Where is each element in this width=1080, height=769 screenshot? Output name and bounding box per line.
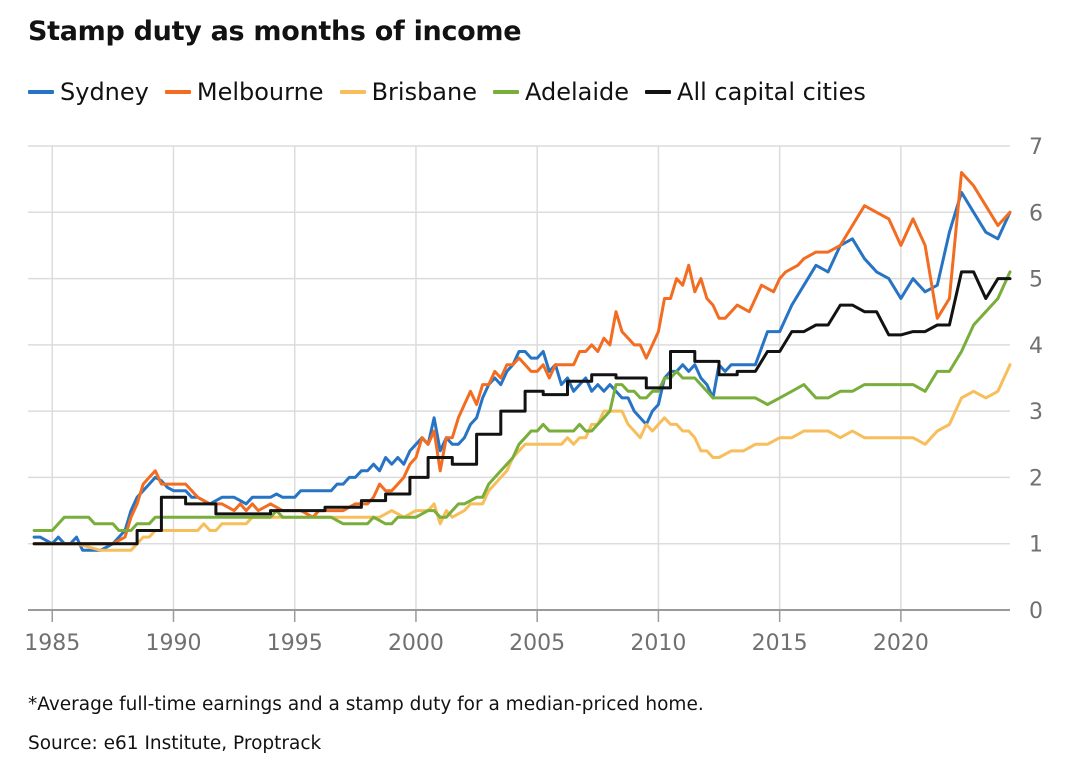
legend-swatch [28,90,54,94]
x-tick-label: 1995 [267,631,323,650]
y-axis-ticks: 0 1 2 3 4 5 6 7 [1029,135,1043,624]
y-tick-label: 0 [1029,599,1043,624]
series-line-melbourne [32,171,1012,546]
line-chart: 1985 1990 1995 2000 2005 2010 2015 2020 0 1 2 3 4 5 6… [24,135,1043,650]
grid-lines [28,145,1010,610]
y-tick-label: 6 [1029,201,1043,226]
x-tick-label: 1985 [24,631,80,650]
x-tick-label: 2015 [752,631,808,650]
series-lines [32,171,1012,552]
chart-legend: Sydney Melbourne Brisbane Adelaide All capit… [28,78,882,106]
y-tick-label: 7 [1029,135,1043,160]
legend-item-sydney: Sydney [28,78,149,106]
legend-item-all-capital-cities: All capital cities [645,78,866,106]
legend-swatch [339,90,366,94]
series-line-sydney [32,190,1012,552]
legend-label: All capital cities [677,78,866,106]
y-tick-label: 2 [1029,466,1043,491]
chart-title: Stamp duty as months of income [28,16,522,47]
x-tick-label: 1990 [145,631,201,650]
series-line-brisbane [32,363,1012,552]
legend-swatch [164,90,191,94]
legend-item-melbourne: Melbourne [164,78,324,106]
x-tick-label: 2000 [388,631,444,650]
legend-swatch [645,90,672,94]
legend-label: Sydney [60,78,149,106]
legend-item-adelaide: Adelaide [492,78,630,106]
legend-label: Adelaide [524,78,630,106]
legend-swatch [492,90,519,94]
y-tick-label: 1 [1029,533,1043,558]
y-tick-label: 5 [1029,268,1043,293]
y-tick-label: 3 [1029,400,1043,425]
legend-label: Brisbane [371,78,477,106]
y-tick-label: 4 [1029,334,1043,359]
legend-label: Melbourne [196,78,324,106]
chart-source: Source: e61 Institute, Proptrack [28,733,322,754]
series-line-adelaide [32,270,1012,532]
x-axis-ticks: 1985 1990 1995 2000 2005 2010 2015 2020 [24,631,929,650]
series-line-all-capital-cities [32,270,1012,546]
x-tick-label: 2020 [873,631,929,650]
chart-footnote: *Average full-time earnings and a stamp … [28,694,704,715]
x-tick-label: 2005 [509,631,565,650]
x-tick-label: 2010 [630,631,686,650]
legend-item-brisbane: Brisbane [339,78,477,106]
axes [28,609,1010,622]
